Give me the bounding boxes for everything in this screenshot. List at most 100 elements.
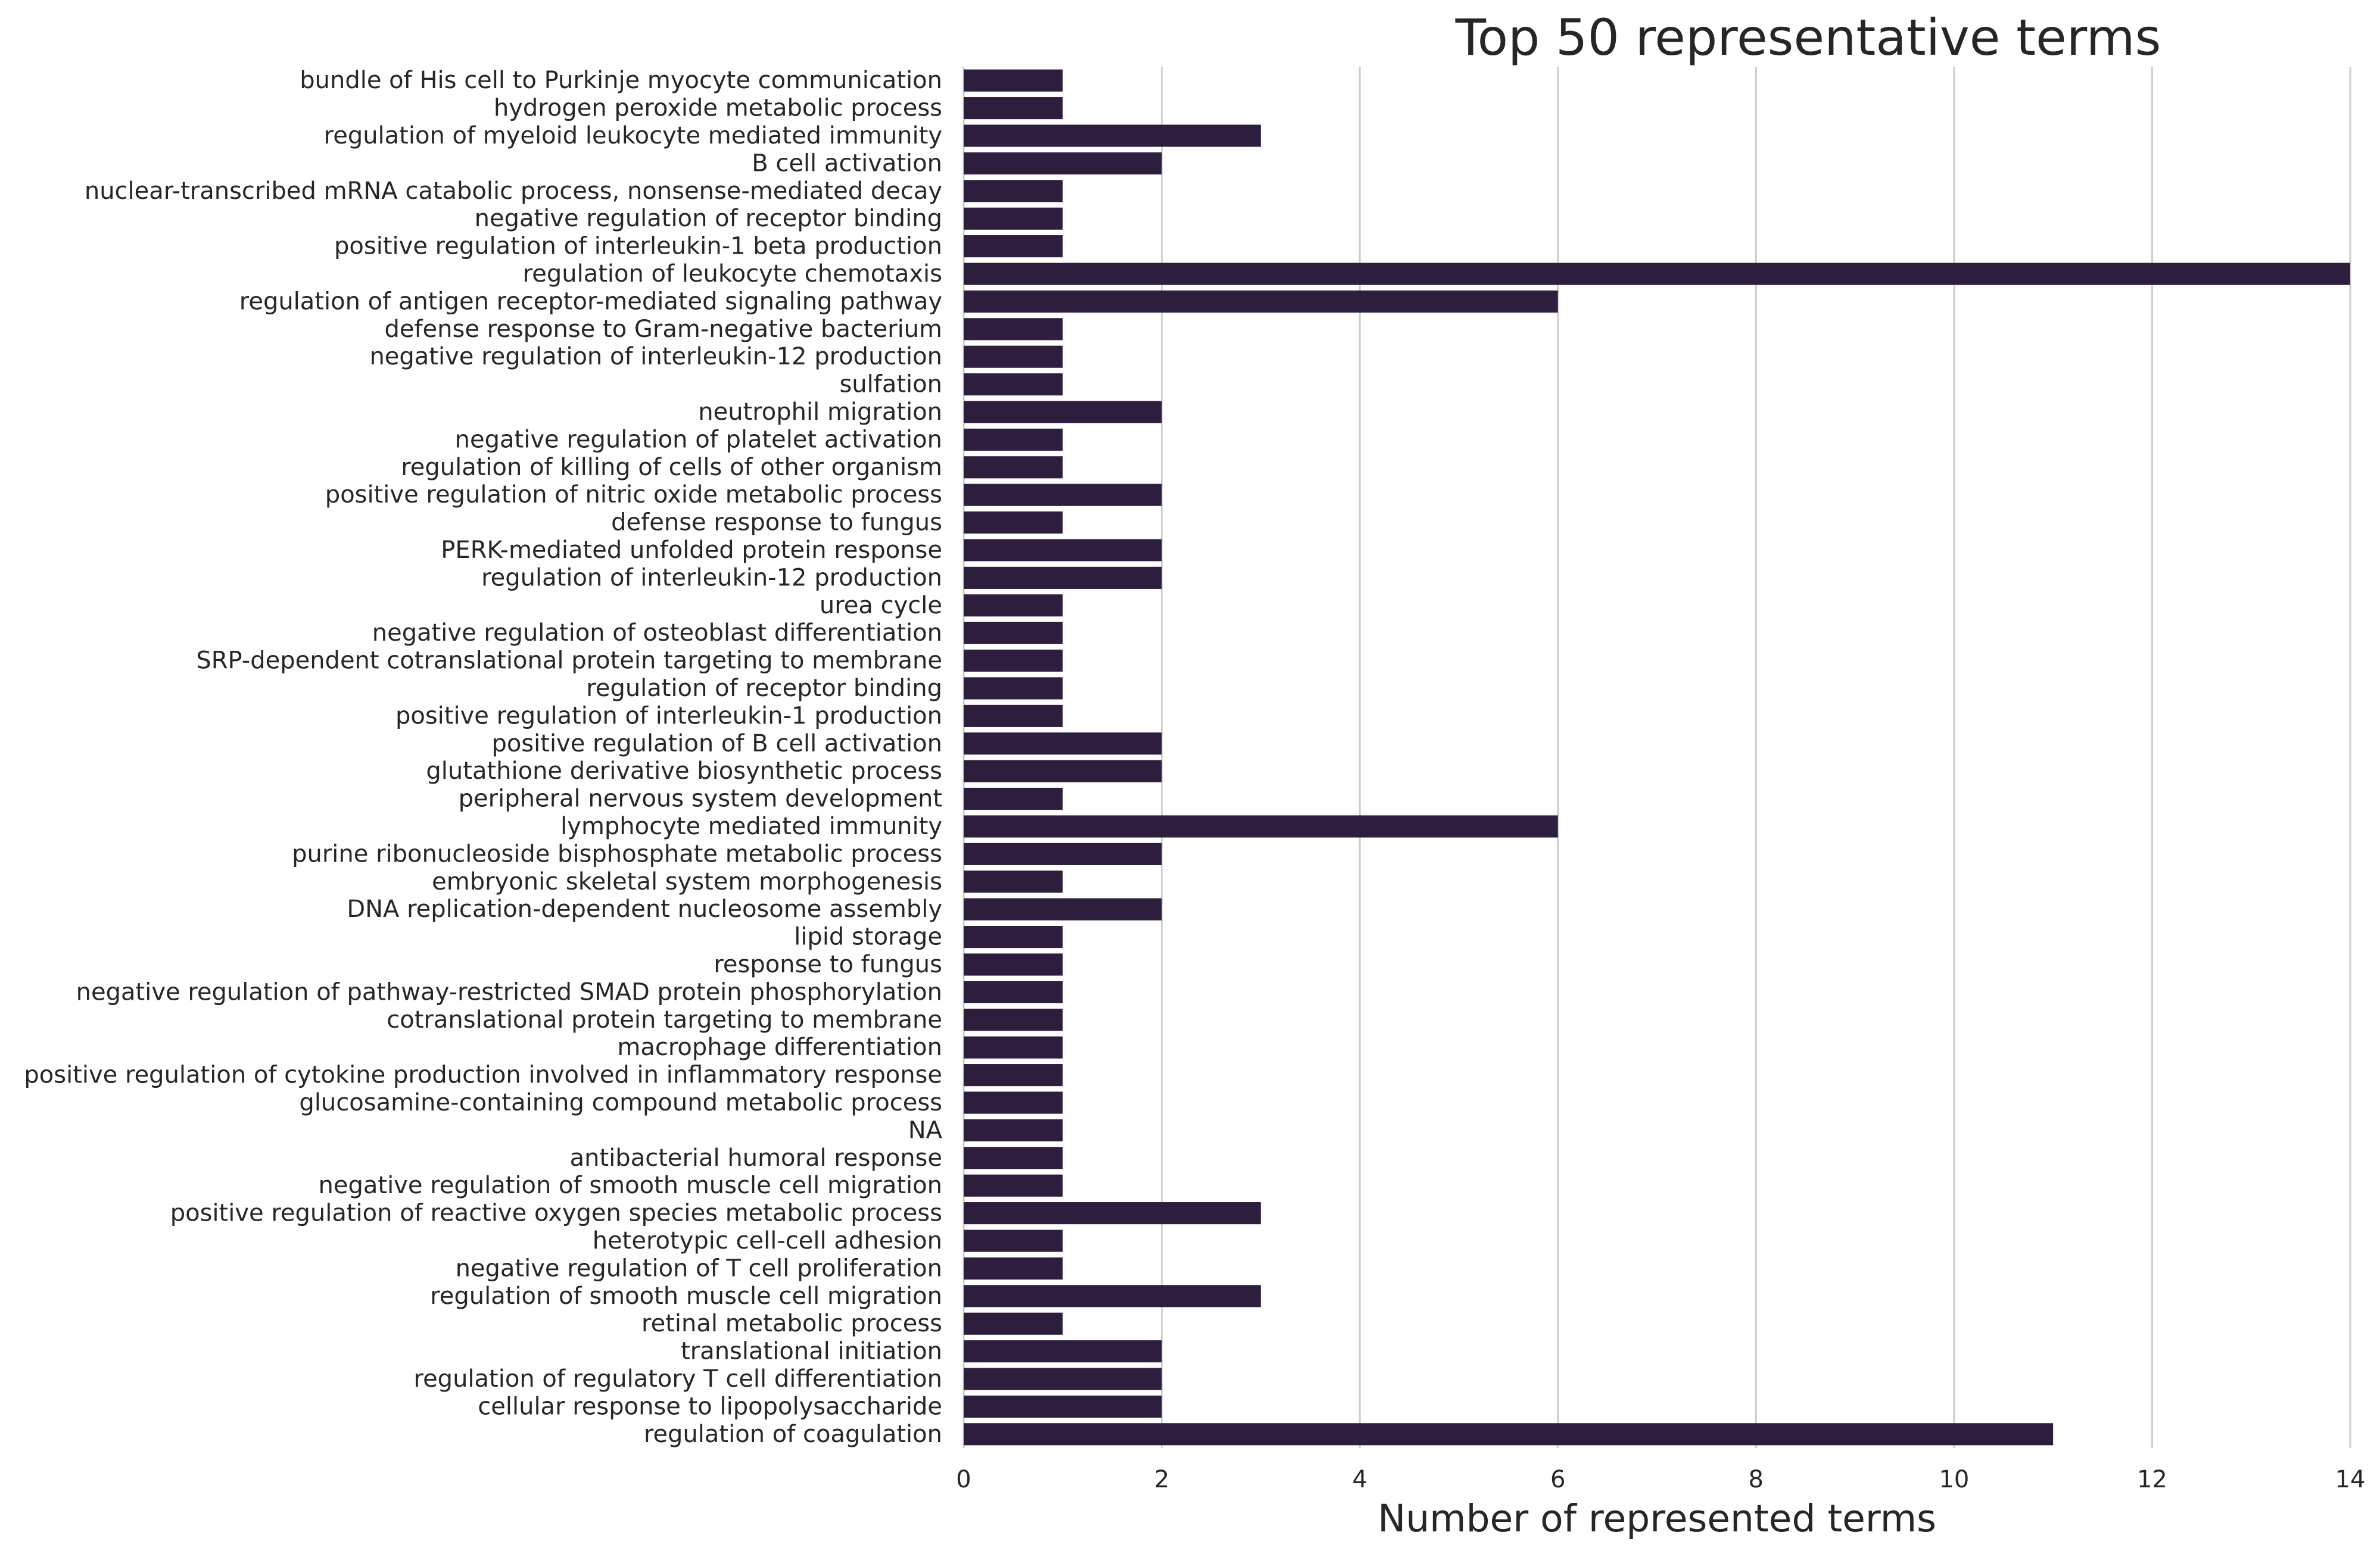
bar [964,1147,1063,1169]
category-label: negative regulation of T cell proliferat… [456,1255,942,1282]
category-label: retinal metabolic process [641,1310,942,1337]
x-tick-label: 12 [2137,1466,2167,1493]
category-label: positive regulation of B cell activation [491,730,942,757]
category-label: regulation of regulatory T cell differen… [414,1365,943,1393]
bar [964,704,1063,727]
bar [964,1312,1063,1335]
category-label: nuclear-transcribed mRNA catabolic proce… [85,177,942,205]
category-label: cotranslational protein targeting to mem… [387,1006,942,1034]
bar [964,401,1162,423]
category-label: PERK-mediated unfolded protein response [441,536,942,564]
category-label: NA [908,1116,943,1144]
category-label: regulation of killing of cells of other … [401,454,942,481]
bar [964,1009,1063,1031]
x-tick-label: 0 [956,1466,971,1493]
category-label: positive regulation of reactive oxygen s… [170,1200,942,1227]
category-label: negative regulation of smooth muscle cel… [319,1172,942,1199]
category-label: response to fungus [714,951,942,978]
category-label: negative regulation of pathway-restricte… [76,978,942,1006]
category-label: SRP-dependent cotranslational protein ta… [196,647,942,675]
category-label: glucosamine-containing compound metaboli… [299,1089,942,1116]
bar [964,898,1162,921]
bars [964,69,2350,1446]
bar [964,345,1063,368]
category-label: regulation of leukocyte chemotaxis [523,260,942,288]
bar [964,1119,1063,1141]
category-label: glutathione derivative biosynthetic proc… [426,757,942,785]
category-label: purine ribonucleoside bisphosphate metab… [292,840,942,868]
category-label: peripheral nervous system development [459,785,942,813]
bar [964,953,1063,976]
category-label: negative regulation of platelet activati… [455,426,942,453]
bar [964,539,1162,561]
bar [964,373,1063,396]
x-tick-label: 8 [1749,1466,1764,1493]
bar [964,981,1063,1003]
bar [964,456,1063,479]
category-label: macrophage differentiation [617,1034,942,1061]
bar [964,1423,2054,1446]
bar [964,235,1063,258]
category-label: heterotypic cell-cell adhesion [593,1227,942,1255]
category-label: negative regulation of receptor binding [475,205,942,232]
category-label: urea cycle [820,592,942,619]
bar [964,1285,1261,1308]
bar [964,1174,1063,1197]
bar [964,1064,1063,1087]
bar [964,1257,1063,1280]
category-label: defense response to fungus [611,509,942,536]
category-label: negative regulation of interleukin-12 pr… [369,343,942,370]
category-label: negative regulation of osteoblast differ… [372,619,942,647]
bar [964,207,1063,230]
category-label: regulation of antigen receptor-mediated … [239,288,942,315]
category-label: antibacterial humoral response [570,1144,942,1172]
x-tick-labels: 0 2 4 6 8 10 12 14 [956,1466,2365,1493]
bar [964,926,1063,948]
bar [964,1036,1063,1059]
category-label: regulation of smooth muscle cell migrati… [430,1283,942,1310]
bar [964,1091,1063,1114]
category-label: B cell activation [752,149,942,177]
category-label: regulation of coagulation [644,1421,942,1448]
category-label: regulation of receptor binding [586,675,942,702]
category-label: positive regulation of interleukin-1 pro… [395,702,942,729]
bar [964,69,1063,92]
category-labels: bundle of His cell to Purkinje myocyte c… [24,67,942,1448]
bar [964,870,1063,893]
category-label: translational initiation [681,1338,942,1365]
bar [964,760,1162,782]
bar [964,815,1558,838]
bar [964,788,1063,810]
bar [964,263,2350,285]
x-tick-label: 2 [1154,1466,1169,1493]
category-label: regulation of interleukin-12 production [481,564,942,591]
bar [964,594,1063,617]
category-label: positive regulation of interleukin-1 bet… [334,233,942,260]
bar [964,843,1162,865]
bar [964,318,1063,341]
chart-title: Top 50 representative terms [1455,8,2161,67]
bar [964,483,1162,506]
category-label: regulation of myeloid leukocyte mediated… [324,122,942,149]
category-label: cellular response to lipopolysaccharide [478,1393,942,1420]
category-label: embryonic skeletal system morphogenesis [432,868,942,895]
category-label: positive regulation of nitric oxide meta… [325,481,942,508]
bar [964,566,1162,589]
category-label: neutrophil migration [698,398,942,426]
bar [964,152,1162,174]
bar [964,428,1063,451]
x-tick-label: 14 [2335,1466,2366,1493]
bar [964,511,1063,534]
category-label: lipid storage [794,923,942,951]
category-label: positive regulation of cytokine producti… [24,1062,942,1089]
category-label: hydrogen peroxide metabolic process [494,95,942,122]
bar [964,1230,1063,1252]
bar [964,1340,1162,1363]
x-tick-label: 6 [1550,1466,1565,1493]
category-label: defense response to Gram-negative bacter… [384,316,942,343]
bar [964,622,1063,644]
bar [964,124,1261,147]
bar [964,1395,1162,1418]
